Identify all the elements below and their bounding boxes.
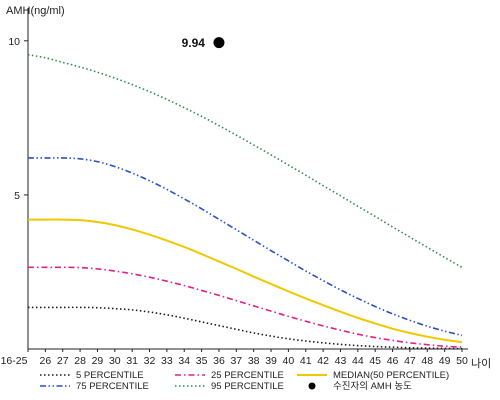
legend-item: 95 PERCENTILE [175, 381, 284, 392]
y-tick-label: 10 [8, 36, 20, 48]
series-layer [27, 53, 463, 350]
x-tick-label: 32 [144, 355, 156, 367]
axis-ticks: 5 10 16-25 26 27 28 29 30 31 32 33 34 35 36 37 38 39 40 41… [1, 36, 468, 367]
legend-label: 75 PERCENTILE [76, 381, 149, 392]
legend-label: 25 PERCENTILE [211, 370, 284, 381]
x-tick-label: 49 [439, 355, 451, 367]
legend-item: 수진자의 AMH 농도 [308, 381, 412, 392]
x-tick-label: 41 [300, 355, 312, 367]
series-line [28, 218, 463, 344]
x-tick-label: 34 [178, 355, 190, 367]
x-tick-label: 35 [196, 355, 208, 367]
x-tick-label: 40 [283, 355, 295, 367]
x-tick-label: 39 [265, 355, 277, 367]
series-line [28, 266, 463, 348]
legend-label: 5 PERCENTILE [76, 370, 144, 381]
y-axis-title: AMH(ng/ml) [6, 5, 65, 17]
x-tick-label: 16-25 [1, 355, 28, 367]
x-tick-label: 33 [161, 355, 173, 367]
legend-swatch [308, 382, 316, 390]
legend-item: 25 PERCENTILE [175, 370, 284, 381]
x-tick-label: 37 [230, 355, 242, 367]
x-tick-label: 45 [369, 355, 381, 367]
series-line [28, 157, 463, 337]
legend-label: 수진자의 AMH 농도 [333, 381, 412, 392]
point-layer: 9.94 [182, 36, 225, 50]
x-tick-label: 27 [57, 355, 69, 367]
legend-label: MEDIAN(50 PERCENTILE) [333, 370, 449, 381]
x-tick-label: 29 [92, 355, 104, 367]
patient-amh-value-label: 9.94 [182, 36, 206, 50]
series-line [27, 53, 463, 269]
x-tick-label: 38 [248, 355, 260, 367]
x-tick-label: 42 [317, 355, 329, 367]
x-tick-label: 47 [404, 355, 416, 367]
x-tick-label: 30 [109, 355, 121, 367]
x-tick-label: 28 [74, 355, 86, 367]
legend-label: 95 PERCENTILE [211, 381, 284, 392]
legend-item: 75 PERCENTILE [40, 381, 149, 392]
x-tick-label: 44 [352, 355, 364, 367]
x-axis-title: 나이 [471, 357, 491, 370]
x-tick-label: 43 [335, 355, 347, 367]
legend-item: 5 PERCENTILE [40, 370, 144, 381]
x-tick-label: 36 [213, 355, 225, 367]
y-tick-label: 5 [14, 190, 20, 202]
legend: 5 PERCENTILE 25 PERCENTILE MEDIAN(50 PERCE… [40, 370, 449, 392]
x-tick-label: 50 [456, 355, 468, 367]
x-tick-label: 46 [387, 355, 399, 367]
patient-amh-point [213, 37, 225, 49]
legend-item: MEDIAN(50 PERCENTILE) [297, 370, 449, 381]
chart-axes: AMH(ng/ml) 나이 [6, 5, 491, 370]
x-tick-label: 31 [126, 355, 138, 367]
x-tick-label: 48 [421, 355, 433, 367]
x-tick-label: 26 [40, 355, 52, 367]
series-line [28, 306, 463, 350]
